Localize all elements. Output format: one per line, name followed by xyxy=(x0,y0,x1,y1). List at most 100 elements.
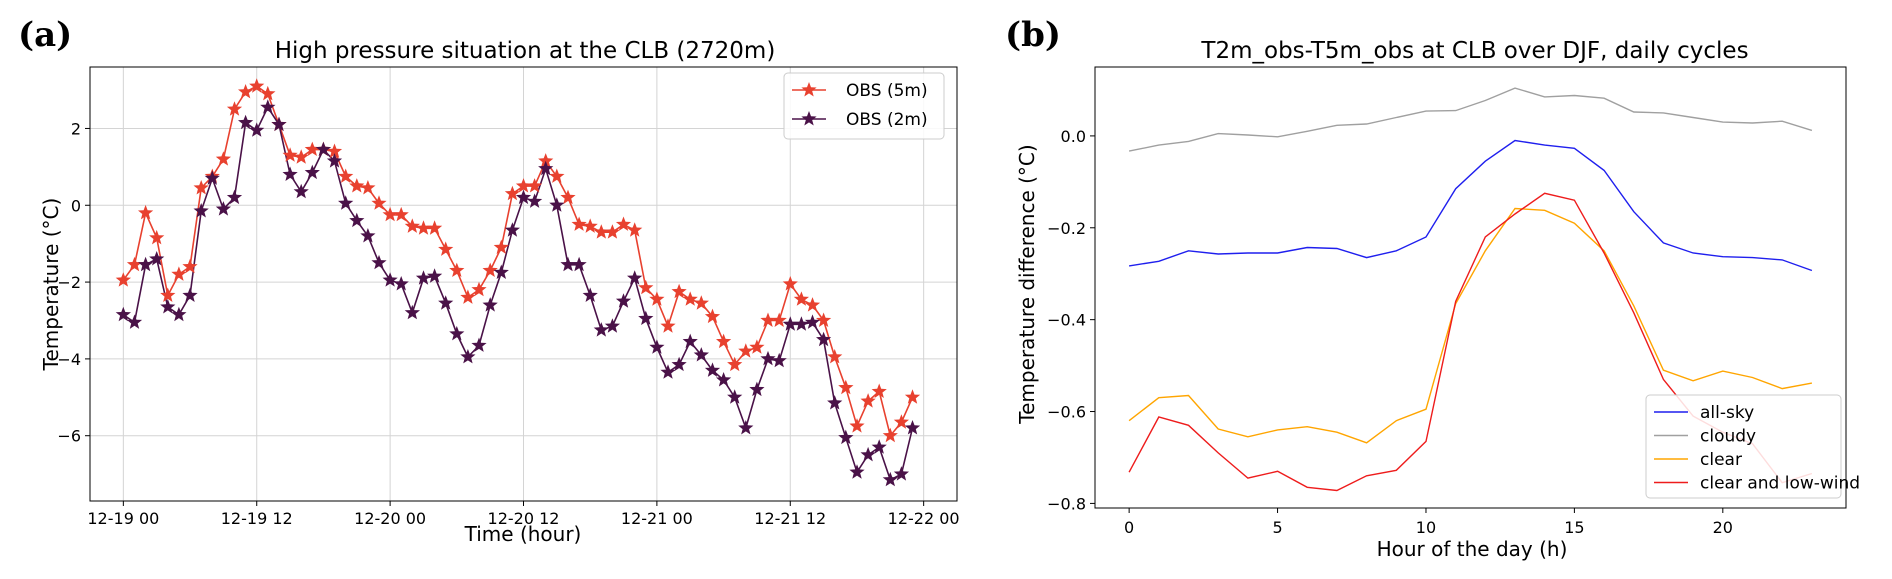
panel-a-point-obs-5m xyxy=(504,185,520,201)
panel-a-point-obs-2m xyxy=(793,316,809,331)
panel-a-point-obs-2m xyxy=(782,316,798,331)
panel-a-point-obs-2m xyxy=(338,195,354,210)
panel-a-point-obs-2m xyxy=(193,203,209,218)
panel-b-x-tick-label: 5 xyxy=(1272,518,1282,537)
panel-a-point-obs-2m xyxy=(149,251,165,266)
panel-a-y-tick-label: −4 xyxy=(57,350,81,369)
panel-a-point-obs-5m xyxy=(615,216,632,231)
panel-a-point-obs-5m xyxy=(138,204,154,220)
panel-a-point-obs-5m xyxy=(226,101,243,116)
panel-a-legend-label-obs-2m: OBS (2m) xyxy=(846,110,928,130)
panel-b-x-tick-label: 0 xyxy=(1124,518,1134,537)
panel-a-point-obs-5m xyxy=(326,143,343,158)
panel-a-point-obs-2m xyxy=(460,349,476,364)
panel-a-point-obs-5m xyxy=(638,279,654,295)
panel-a-point-obs-5m xyxy=(293,149,309,164)
panel-a-point-obs-2m xyxy=(527,193,543,208)
panel-a-series-line-obs-2m xyxy=(122,105,914,482)
panel-a-point-obs-5m xyxy=(738,343,754,358)
panel-a-point-obs-5m xyxy=(527,178,543,193)
panel-a-point-obs-2m xyxy=(260,99,276,114)
panel-a-y-axis-label: Temperature (°C) xyxy=(39,198,63,372)
panel-a-point-obs-5m xyxy=(371,195,387,210)
panel-b-plot-frame xyxy=(1094,66,1847,509)
panel-a-point-obs-2m xyxy=(449,325,465,341)
panel-a-point-obs-2m xyxy=(593,322,609,337)
panel-a-point-obs-2m xyxy=(693,347,709,362)
panel-b-x-tick-label: 20 xyxy=(1713,518,1733,537)
panel-a-title: High pressure situation at the CLB (2720… xyxy=(275,38,776,64)
panel-a-point-obs-2m xyxy=(504,222,520,237)
panel-a-point-obs-5m xyxy=(493,239,509,254)
panel-a-point-obs-2m xyxy=(615,293,632,308)
panel-a-point-obs-2m xyxy=(738,420,754,435)
panel-a-point-obs-2m xyxy=(493,264,509,279)
panel-a-point-obs-5m xyxy=(804,297,821,312)
panel-a-x-tick-label: 12-20 12 xyxy=(488,509,560,528)
panel-a-point-obs-5m xyxy=(793,291,809,306)
panel-a-point-obs-5m xyxy=(338,168,354,183)
panel-a-point-obs-2m xyxy=(760,350,776,366)
panel-a-point-obs-2m xyxy=(226,189,243,205)
panel-a-point-obs-2m xyxy=(482,297,498,312)
panel-a-point-obs-2m xyxy=(627,270,643,285)
panel-a-point-obs-5m xyxy=(693,295,709,310)
panel-a-point-obs-2m xyxy=(471,337,487,352)
panel-a: (a) High pressure situation at the CLB (… xyxy=(18,15,960,546)
panel-a-point-obs-2m xyxy=(371,254,387,270)
panel-a-point-obs-5m xyxy=(838,379,854,395)
panel-b-y-tick-label: 0.0 xyxy=(1061,127,1086,146)
panel-b-legend-label-clear: clear xyxy=(1700,450,1742,470)
panel-a-point-obs-2m xyxy=(171,306,187,322)
panel-a-point-obs-2m xyxy=(349,212,365,228)
panel-a-point-obs-2m xyxy=(804,314,821,329)
panel-a-point-obs-2m xyxy=(727,389,743,404)
panel-a-point-obs-5m xyxy=(171,266,187,281)
panel-a-point-obs-2m xyxy=(871,439,887,454)
panel-a-point-obs-2m xyxy=(660,364,676,379)
panel-a-point-obs-2m xyxy=(115,306,131,322)
panel-a-point-obs-2m xyxy=(393,276,409,291)
panel-a-point-obs-2m xyxy=(571,256,587,272)
panel-a-legend: OBS (5m) OBS (2m) xyxy=(783,72,945,140)
panel-a-point-obs-2m xyxy=(404,304,420,320)
panel-a-point-obs-5m xyxy=(871,383,887,398)
panel-a-point-obs-2m xyxy=(882,471,898,487)
panel-a-x-axis-label: Time (hour) xyxy=(464,522,582,546)
panel-b-y-tick-label: −0.8 xyxy=(1047,494,1086,513)
panel-a-legend-marker-obs-5m xyxy=(801,82,817,97)
panel-a-point-obs-2m xyxy=(649,339,665,354)
panel-a-point-obs-5m xyxy=(593,224,609,239)
panel-a-point-obs-2m xyxy=(638,310,654,325)
panel-b-y-tick-label: −0.2 xyxy=(1047,219,1086,238)
panel-a-point-obs-5m xyxy=(360,180,376,195)
panel-a-x-tick-label: 12-22 00 xyxy=(888,509,960,528)
panel-a-point-obs-5m xyxy=(404,218,420,233)
panel-a-point-obs-5m xyxy=(749,339,765,354)
panel-a-x-tick-label: 12-21 00 xyxy=(621,509,693,528)
panel-a-point-obs-5m xyxy=(771,312,787,327)
panel-a-y-tick-label: −2 xyxy=(57,273,81,292)
panel-b-y-axis-label: Temperature difference (°C) xyxy=(1015,144,1039,424)
panel-b-series-line-all-sky xyxy=(1128,139,1813,272)
panel-a-point-obs-5m xyxy=(382,206,398,222)
panel-a-point-obs-2m xyxy=(849,464,865,479)
panel-b: (b) T2m_obs-T5m_obs at CLB over DJF, dai… xyxy=(1005,15,1860,561)
panel-a-point-obs-5m xyxy=(482,262,498,277)
panel-a-x-tick-label: 12-20 00 xyxy=(354,509,426,528)
panel-a-point-obs-5m xyxy=(660,318,676,333)
panel-a-y-tick-label: 0 xyxy=(71,196,81,215)
panel-a-x-tick-label: 12-21 12 xyxy=(754,509,826,528)
panel-a-point-obs-5m xyxy=(215,151,231,166)
panel-a-point-obs-2m xyxy=(249,122,265,137)
panel-a-point-obs-2m xyxy=(771,352,787,368)
panel-a-point-obs-2m xyxy=(204,170,220,185)
panel-a-point-obs-5m xyxy=(415,220,432,235)
panel-a-legend-marker-obs-2m xyxy=(801,111,817,126)
panel-a-point-obs-5m xyxy=(860,393,876,408)
panel-a-point-obs-5m xyxy=(649,291,665,306)
panel-a-point-obs-5m xyxy=(249,78,265,93)
panel-a-point-obs-5m xyxy=(560,189,576,205)
panel-a-point-obs-5m xyxy=(126,256,143,272)
